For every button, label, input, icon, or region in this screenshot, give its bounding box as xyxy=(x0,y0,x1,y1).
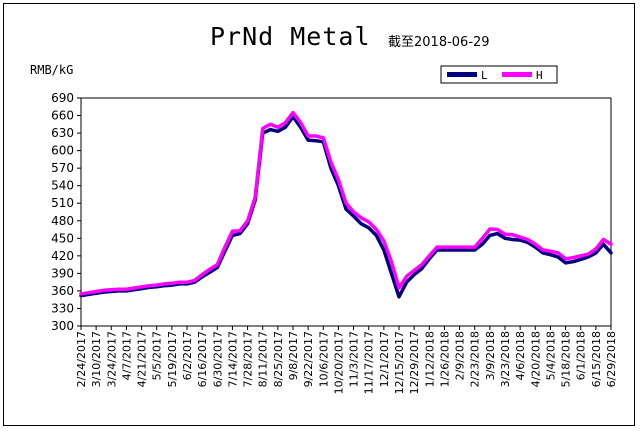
series-layer xyxy=(79,110,613,299)
y-axis-label: RMB/kG xyxy=(30,63,74,77)
y-tick-label: 510 xyxy=(51,196,74,210)
x-tick-label: 11/3/2017 xyxy=(348,331,361,387)
x-tick-label: 12/15/2017 xyxy=(393,331,406,394)
chart-subtitle: 截至2018-06-29 xyxy=(388,35,490,50)
x-tick-label: 1/12/2018 xyxy=(423,331,436,387)
x-tick-label: 8/25/2017 xyxy=(272,331,285,387)
x-tick-label: 8/11/2017 xyxy=(257,331,270,387)
x-tick-label: 6/29/2018 xyxy=(605,331,618,387)
x-tick-label: 7/28/2017 xyxy=(242,331,255,387)
x-tick-label: 6/15/2018 xyxy=(590,331,603,387)
x-tick-label: 3/10/2017 xyxy=(90,331,103,387)
series-line-h xyxy=(79,110,613,296)
y-tick-label: 390 xyxy=(51,266,74,280)
x-tick-label: 6/30/2017 xyxy=(211,331,224,387)
chart-title: PrNd Metal xyxy=(210,22,371,51)
x-tick-label: 3/24/2017 xyxy=(105,331,118,387)
x-tick-label: 1/26/2018 xyxy=(438,331,451,387)
x-axis: 2/24/2017 3/10/2017 3/24/2017 4/7/2017 4/21/… xyxy=(75,326,618,394)
y-tick-label: 570 xyxy=(51,161,74,175)
legend-label-h: H xyxy=(536,69,543,82)
x-tick-label: 5/19/2017 xyxy=(166,331,179,387)
x-tick-label: 5/4/2018 xyxy=(544,331,557,380)
x-tick-label: 6/2/2017 xyxy=(181,331,194,380)
y-tick-label: 630 xyxy=(51,126,74,140)
y-tick-label: 360 xyxy=(51,284,74,298)
y-tick-label: 300 xyxy=(51,319,74,333)
x-tick-label: 2/24/2017 xyxy=(75,331,88,387)
y-tick-label: 420 xyxy=(51,249,74,263)
legend-label-l: L xyxy=(481,69,488,82)
x-tick-label: 6/1/2018 xyxy=(575,331,588,380)
x-tick-label: 2/23/2018 xyxy=(469,331,482,387)
x-tick-label: 4/20/2018 xyxy=(529,331,542,387)
plot-area xyxy=(80,97,612,327)
x-tick-label: 9/22/2017 xyxy=(302,331,315,387)
x-tick-label: 6/16/2017 xyxy=(196,331,209,387)
y-axis: 300 330 360 390 420 450 480 510 540 570 600 630 660 6… xyxy=(51,91,81,333)
y-tick-label: 600 xyxy=(51,144,74,158)
x-tick-label: 9/8/2017 xyxy=(287,331,300,380)
x-tick-label: 10/20/2017 xyxy=(332,331,345,394)
x-tick-label: 4/6/2018 xyxy=(514,331,527,380)
y-tick-label: 690 xyxy=(51,91,74,105)
x-tick-label: 4/21/2017 xyxy=(136,331,149,387)
y-tick-label: 540 xyxy=(51,179,74,193)
legend: L H xyxy=(440,65,558,84)
x-tick-label: 12/1/2017 xyxy=(378,331,391,387)
x-tick-label: 3/23/2018 xyxy=(499,331,512,387)
x-tick-label: 3/9/2018 xyxy=(484,331,497,380)
x-tick-label: 10/6/2017 xyxy=(317,331,330,387)
y-tick-label: 450 xyxy=(51,231,74,245)
x-tick-label: 7/14/2017 xyxy=(226,331,239,387)
x-tick-label: 5/5/2017 xyxy=(151,331,164,380)
x-tick-label: 5/18/2018 xyxy=(560,331,573,387)
x-tick-label: 11/17/2017 xyxy=(363,331,376,394)
x-tick-label: 4/7/2017 xyxy=(120,331,133,380)
legend-box xyxy=(440,65,558,84)
y-tick-label: 480 xyxy=(51,214,74,228)
y-tick-label: 660 xyxy=(51,109,74,123)
y-tick-label: 330 xyxy=(51,301,74,315)
series-line-l xyxy=(79,114,613,299)
x-tick-label: 2/9/2018 xyxy=(454,331,467,380)
x-tick-label: 12/29/2017 xyxy=(408,331,421,394)
